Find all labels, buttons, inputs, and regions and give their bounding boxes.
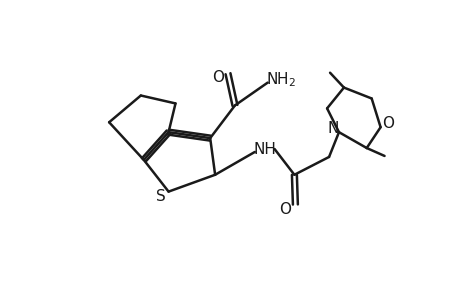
Text: O: O (382, 116, 394, 131)
Text: NH: NH (253, 142, 275, 157)
Text: O: O (279, 202, 291, 217)
Text: NH$_2$: NH$_2$ (266, 70, 296, 89)
Text: S: S (156, 189, 165, 204)
Text: O: O (212, 70, 224, 85)
Text: N: N (327, 121, 338, 136)
